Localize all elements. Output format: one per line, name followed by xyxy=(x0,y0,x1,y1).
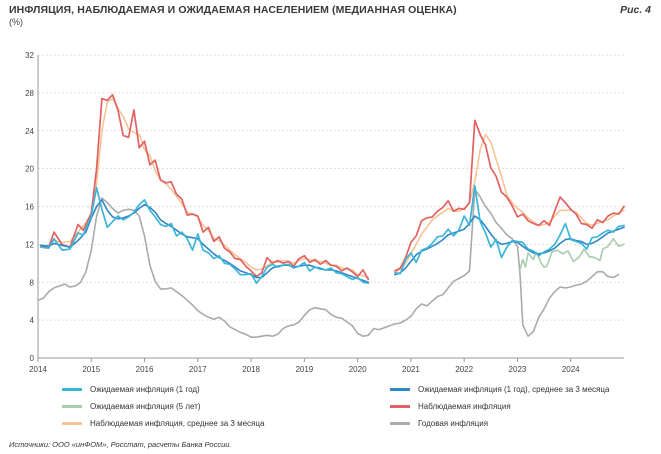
legend-swatch xyxy=(390,404,410,408)
series-line xyxy=(519,237,625,270)
y-tick-label: 24 xyxy=(25,127,34,136)
grid-lines xyxy=(37,54,624,359)
y-tick-label: 16 xyxy=(25,203,34,212)
y-tick-label: 8 xyxy=(30,278,35,287)
x-tick-label: 2014 xyxy=(29,365,47,374)
y-tick-label: 4 xyxy=(30,316,35,325)
series-group xyxy=(39,93,625,281)
series-group xyxy=(519,237,625,270)
x-tick-label: 2022 xyxy=(455,365,473,374)
legend-item-expected-1y-avg3m: Ожидаемая инфляция (1 год), среднее за 3… xyxy=(390,383,609,395)
x-tick-label: 2015 xyxy=(82,365,100,374)
series-group xyxy=(39,97,625,279)
legend-label: Ожидаемая инфляция (1 год), среднее за 3… xyxy=(418,384,610,394)
legend-item-expected-5y: Ожидаемая инфляция (5 лет) xyxy=(62,400,201,412)
x-axis-ticks: 2014 2015 2016 2017 2018 2019 2020 2021 2022 2023… xyxy=(29,358,580,374)
y-tick-label: 20 xyxy=(25,165,34,174)
x-tick-label: 2016 xyxy=(136,365,154,374)
legend-label: Наблюдаемая инфляция xyxy=(418,401,511,411)
legend-label: Наблюдаемая инфляция, среднее за 3 месяц… xyxy=(90,418,265,428)
legend-item-annual-inflation: Годовая инфляция xyxy=(390,417,488,429)
series-group xyxy=(39,184,625,285)
legend-item-expected-1y: Ожидаемая инфляция (1 год) xyxy=(62,383,200,395)
source-note: Источники: ООО «инФОМ», Росстат, расчеты… xyxy=(9,440,232,449)
x-tick-label: 2018 xyxy=(242,365,260,374)
legend-swatch xyxy=(62,387,82,391)
legend-swatch xyxy=(62,421,82,425)
y-axis-unit: (%) xyxy=(9,17,23,27)
figure-number: Рис. 4 xyxy=(620,4,651,16)
legend-label: Годовая инфляция xyxy=(418,418,489,428)
legend-label: Ожидаемая инфляция (1 год) xyxy=(90,384,200,394)
x-tick-label: 2021 xyxy=(402,365,420,374)
series-line xyxy=(39,93,625,281)
legend: Ожидаемая инфляция (1 год) Ожидаемая инф… xyxy=(62,383,642,431)
x-tick-label: 2024 xyxy=(562,365,580,374)
y-tick-label: 12 xyxy=(25,240,34,249)
chart-title: ИНФЛЯЦИЯ, НАБЛЮДАЕМАЯ И ОЖИДАЕМАЯ НАСЕЛЕ… xyxy=(9,4,457,16)
x-tick-label: 2020 xyxy=(349,365,367,374)
legend-item-observed-avg3m: Наблюдаемая инфляция, среднее за 3 месяц… xyxy=(62,417,264,429)
legend-item-observed: Наблюдаемая инфляция xyxy=(390,400,511,412)
series-line xyxy=(39,184,625,285)
legend-swatch xyxy=(390,421,410,425)
legend-label: Ожидаемая инфляция (5 лет) xyxy=(90,401,201,411)
x-tick-label: 2017 xyxy=(189,365,207,374)
series-line xyxy=(39,97,625,279)
x-tick-label: 2019 xyxy=(295,365,313,374)
series-lines xyxy=(37,93,625,338)
y-tick-label: 28 xyxy=(25,89,34,98)
y-tick-label: 0 xyxy=(30,354,35,363)
x-tick-label: 2023 xyxy=(509,365,527,374)
y-axis-ticks: 0 4 8 12 16 20 24 28 32 xyxy=(25,51,34,363)
legend-swatch xyxy=(390,387,410,391)
y-tick-label: 32 xyxy=(25,51,34,60)
legend-swatch xyxy=(62,404,82,408)
